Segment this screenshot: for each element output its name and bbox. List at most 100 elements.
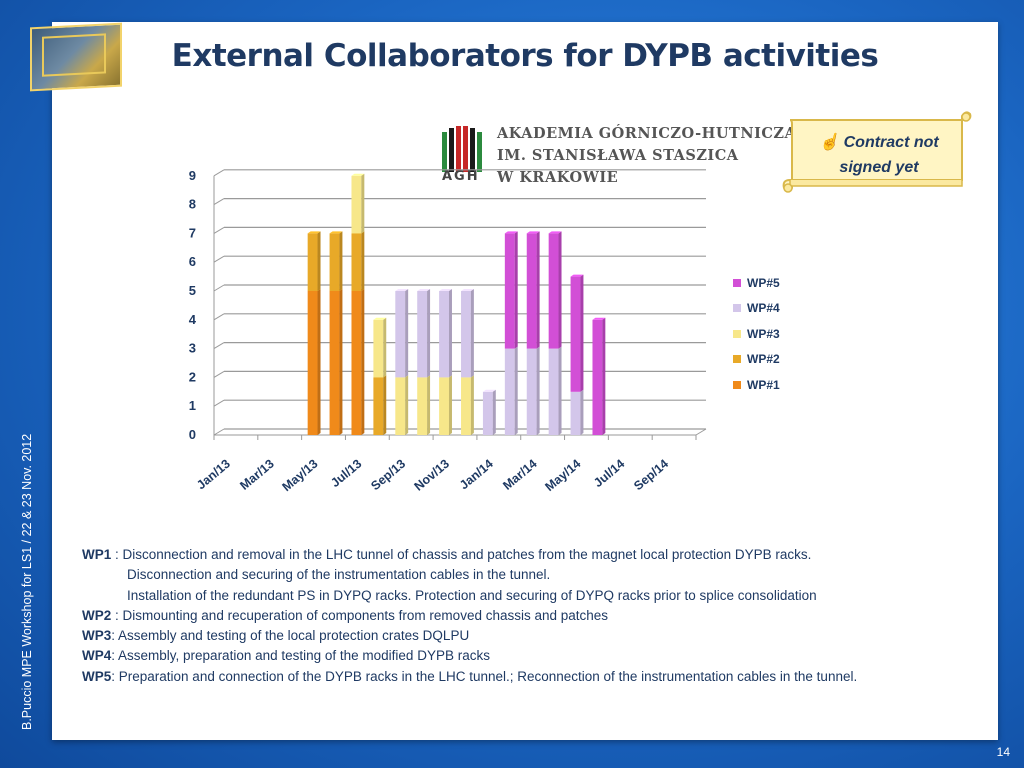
bar-segment-side (558, 231, 562, 349)
legend-swatch (733, 380, 741, 389)
slide-title: External Collaborators for DYPB activiti… (171, 38, 879, 74)
bar-segment-top (329, 231, 343, 234)
gridline-left (213, 169, 225, 177)
bar-segment-side (383, 375, 387, 435)
bar-segment (439, 377, 449, 435)
wp5-label: WP5 (82, 668, 112, 684)
bar-segment (548, 233, 559, 349)
bar-segment (329, 233, 340, 291)
bar-segment (526, 348, 537, 435)
y-tick-label: 3 (189, 341, 196, 356)
bar-segment-top (526, 231, 540, 234)
bar-segment (351, 175, 362, 234)
y-tick-label: 8 (189, 197, 196, 212)
bar-segment-side (536, 231, 540, 349)
x-tick-label: Jul/14 (591, 457, 627, 491)
bar-segment (482, 391, 493, 435)
bar-segment (570, 391, 581, 435)
gridline-left (213, 284, 225, 292)
y-tick-label: 5 (189, 283, 196, 298)
bar-segment (373, 319, 384, 378)
bar-segment-side (470, 375, 474, 435)
stacked-bar-chart: 0 1 2 3 4 5 6 7 8 9 Jan/13 Mar/13 May/13 Jul/13 Sep/13… (189, 168, 707, 495)
agh-emblem-icon (442, 126, 482, 172)
bar-segment-side (317, 289, 321, 435)
bar-segment-side (405, 289, 409, 378)
wp3-text: : Assembly and testing of the local prot… (111, 628, 470, 644)
bar-segment-top (461, 289, 474, 291)
bar-segment (592, 319, 603, 435)
wp4-text: : Assembly, preparation and testing of t… (111, 648, 490, 664)
bar-segment (373, 377, 384, 435)
bar-segment-top (592, 317, 606, 320)
legend-item: WP#1 (733, 372, 780, 398)
legend-label: WP#1 (747, 377, 780, 392)
legend-swatch (733, 329, 741, 338)
y-tick-label: 1 (189, 398, 196, 413)
scroll-shape (782, 111, 972, 193)
bar-segment-side (602, 317, 606, 435)
bar-segment (504, 348, 515, 435)
legend-label: WP#3 (747, 326, 780, 341)
bar-segment-side (361, 231, 365, 291)
footer-side-text: B.Puccio MPE Workshop for LS1 / 22 & 23 … (20, 433, 34, 730)
wp5-text: : Preparation and connection of the DYPB… (111, 668, 858, 684)
legend-item: WP#4 (733, 296, 780, 322)
bar-segment-side (339, 289, 343, 435)
bar-segment-top (570, 274, 584, 277)
wp1-line-3: Installation of the redundant PS in DYPQ… (127, 587, 817, 603)
bar-segment-side (580, 389, 584, 435)
legend-item: WP#3 (733, 321, 780, 347)
floor-right-edge (695, 428, 707, 436)
y-tick-label: 9 (189, 168, 196, 183)
gridline-left (213, 313, 225, 321)
wp1-text: : Disconnection and removal in the LHC t… (111, 547, 812, 562)
work-package-descriptions: WP1 : Disconnection and removal in the L… (82, 545, 997, 687)
logo-abbreviation: AGH (442, 169, 480, 184)
x-tick-label: Mar/13 (237, 457, 276, 493)
wp3-line: WP3: Assembly and testing of the local p… (82, 626, 997, 646)
bar-segment-side (448, 289, 452, 378)
bar-segment-side (383, 317, 387, 378)
x-tick-label: Jan/14 (457, 457, 496, 493)
logo-line-3: W KRAKOWIE (497, 169, 619, 186)
bar-segment (570, 276, 581, 392)
gridline-left (213, 399, 225, 407)
gridline-left (213, 255, 225, 263)
bar-segment-top (482, 389, 496, 392)
note-text-line-1: Contract not (843, 134, 939, 151)
legend-label: WP#5 (747, 275, 780, 290)
bar-segment (504, 233, 515, 349)
bar-segment (329, 291, 340, 435)
bar-segment (439, 291, 449, 378)
bar-segment-side (536, 346, 540, 435)
chart-legend: WP#5 WP#4 WP#3 WP#2 WP#1 (733, 270, 780, 398)
x-tick-label: May/13 (280, 457, 321, 495)
y-tick-label: 7 (189, 225, 196, 240)
bar-segment (548, 348, 559, 435)
bar-segment-top (373, 317, 387, 320)
wp1-line-2: Disconnection and securing of the instru… (127, 567, 551, 583)
bar-segment-side (339, 231, 343, 291)
bar-segment (461, 377, 471, 435)
wp1-label: WP1 (82, 547, 112, 562)
legend-label: WP#2 (747, 352, 780, 367)
gridline-left (213, 342, 225, 350)
gridline-left (213, 370, 225, 378)
bar-segment-side (361, 289, 365, 435)
legend-item: WP#2 (733, 347, 780, 373)
bar-segment-side (580, 274, 584, 392)
bar-segment-side (558, 346, 562, 435)
bar-segment-side (492, 389, 496, 435)
gridline-left (213, 198, 225, 206)
bar-segment-side (361, 173, 365, 234)
wp4-label: WP4 (82, 648, 112, 664)
bar-segment (417, 291, 428, 378)
bar-segment (461, 291, 471, 378)
legend-swatch (733, 355, 741, 364)
bar-segment-side (514, 231, 518, 349)
page-number: 14 (996, 745, 1010, 759)
x-tick-label: Jan/13 (194, 457, 233, 493)
y-tick-label: 2 (189, 369, 196, 384)
bar-segment (526, 233, 537, 349)
